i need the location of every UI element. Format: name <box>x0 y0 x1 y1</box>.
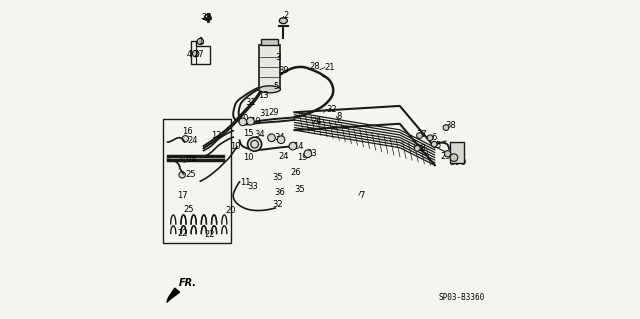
Text: 24: 24 <box>278 152 289 161</box>
Circle shape <box>181 156 188 162</box>
Text: FR.: FR. <box>179 278 197 288</box>
Circle shape <box>415 145 420 151</box>
Circle shape <box>450 154 458 161</box>
Text: 34: 34 <box>255 130 265 139</box>
Circle shape <box>179 172 186 178</box>
Text: 16: 16 <box>182 127 193 136</box>
Text: 20: 20 <box>225 206 236 215</box>
Text: 13: 13 <box>258 91 268 100</box>
Text: 4: 4 <box>187 50 192 59</box>
Circle shape <box>182 136 189 142</box>
Text: 27: 27 <box>193 50 204 59</box>
Text: 19: 19 <box>297 153 308 162</box>
Text: 7: 7 <box>359 191 364 200</box>
Text: 15: 15 <box>246 140 257 149</box>
Circle shape <box>268 134 275 142</box>
Bar <box>450 142 463 163</box>
Text: 35: 35 <box>273 173 284 182</box>
Text: 22: 22 <box>177 229 188 238</box>
Text: 32: 32 <box>326 105 337 114</box>
Polygon shape <box>167 288 180 302</box>
Text: 38: 38 <box>445 121 456 130</box>
Text: 37: 37 <box>417 130 427 139</box>
Text: 24: 24 <box>311 117 321 126</box>
Circle shape <box>417 133 422 138</box>
Circle shape <box>248 137 262 151</box>
Text: 23: 23 <box>202 13 212 22</box>
Text: 10: 10 <box>230 142 241 151</box>
Text: 15: 15 <box>243 130 253 138</box>
Text: 17: 17 <box>177 191 188 200</box>
Text: 25: 25 <box>184 205 194 214</box>
Text: 1: 1 <box>198 37 204 46</box>
Text: 31: 31 <box>259 109 270 118</box>
Text: 3: 3 <box>275 53 281 62</box>
Circle shape <box>197 38 204 45</box>
Text: 10: 10 <box>250 117 261 126</box>
Circle shape <box>304 150 312 158</box>
Ellipse shape <box>259 86 280 93</box>
Text: 29: 29 <box>440 152 451 161</box>
Text: 33: 33 <box>307 149 317 158</box>
Circle shape <box>277 136 285 144</box>
Text: 10: 10 <box>237 114 248 122</box>
Bar <box>261 39 278 45</box>
Text: 5: 5 <box>274 82 279 91</box>
Circle shape <box>289 142 297 150</box>
Circle shape <box>427 135 433 141</box>
Text: 29: 29 <box>268 108 279 117</box>
Text: 22: 22 <box>205 230 215 239</box>
Text: 28: 28 <box>310 62 321 71</box>
Text: 26: 26 <box>291 168 301 177</box>
Circle shape <box>443 125 449 130</box>
Text: 2: 2 <box>284 11 289 20</box>
Bar <box>163 119 230 243</box>
Text: 36: 36 <box>275 189 285 197</box>
Text: 24: 24 <box>187 155 197 164</box>
Text: 9: 9 <box>461 158 467 167</box>
Text: 24: 24 <box>188 137 198 145</box>
Circle shape <box>431 141 437 147</box>
Text: 12: 12 <box>211 131 221 140</box>
Circle shape <box>246 117 254 125</box>
Text: 30: 30 <box>449 158 460 167</box>
Text: 5: 5 <box>435 141 441 150</box>
Circle shape <box>193 50 199 57</box>
Text: 34: 34 <box>275 133 285 142</box>
Text: SP03-B3360: SP03-B3360 <box>438 293 484 302</box>
Text: 25: 25 <box>186 170 196 179</box>
Text: 31: 31 <box>245 98 255 107</box>
Circle shape <box>444 151 451 157</box>
Text: 32: 32 <box>273 200 284 209</box>
Text: 18: 18 <box>415 144 426 153</box>
Text: 6: 6 <box>431 133 436 142</box>
Text: 10: 10 <box>243 153 253 162</box>
Text: 8: 8 <box>337 112 342 121</box>
Text: 35: 35 <box>294 185 305 194</box>
Text: 33: 33 <box>247 182 258 191</box>
Text: 11: 11 <box>239 178 250 187</box>
Text: 21: 21 <box>324 63 335 72</box>
Circle shape <box>239 118 246 126</box>
Text: 14: 14 <box>293 142 303 151</box>
Text: 39: 39 <box>278 66 289 75</box>
Ellipse shape <box>279 18 287 24</box>
Bar <box>259 45 280 89</box>
